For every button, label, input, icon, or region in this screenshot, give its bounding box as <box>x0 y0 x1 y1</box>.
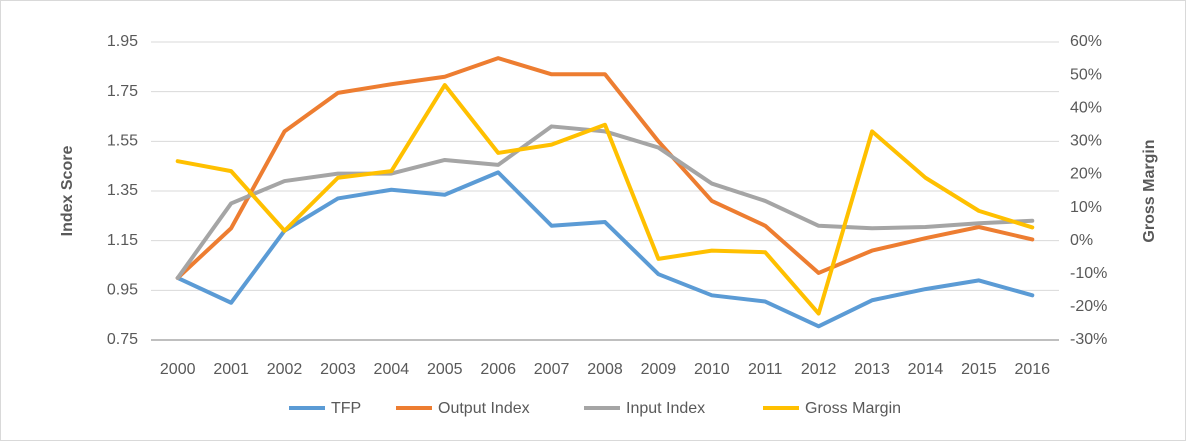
legend-label: Gross Margin <box>805 400 901 417</box>
y-tick-label: 1.75 <box>107 83 138 100</box>
y2-tick-label: -10% <box>1070 265 1107 282</box>
x-tick-label: 2006 <box>480 361 516 378</box>
legend-label: Input Index <box>626 400 705 417</box>
y2-tick-label: 50% <box>1070 66 1102 83</box>
x-tick-label: 2002 <box>267 361 303 378</box>
y-tick-label: 1.15 <box>107 232 138 249</box>
x-tick-label: 2016 <box>1014 361 1050 378</box>
x-tick-label: 2014 <box>908 361 944 378</box>
x-tick-label: 2001 <box>213 361 249 378</box>
series-line <box>175 56 1035 280</box>
legend-label: Output Index <box>438 400 530 417</box>
x-tick-label: 2007 <box>534 361 570 378</box>
x-tick-label: 2011 <box>748 361 783 378</box>
x-tick-label: 2015 <box>961 361 997 378</box>
x-tick-label: 2004 <box>374 361 410 378</box>
x-tick-label: 2010 <box>694 361 730 378</box>
y-tick-label: 0.95 <box>107 282 138 299</box>
x-tick-label: 2003 <box>320 361 356 378</box>
x-tick-label: 2012 <box>801 361 837 378</box>
y2-axis-title: Gross Margin <box>1141 139 1158 242</box>
y2-tick-label: 60% <box>1070 33 1102 50</box>
y-tick-label: 1.95 <box>107 33 138 50</box>
x-tick-label: 2005 <box>427 361 463 378</box>
y2-tick-label: 40% <box>1070 99 1102 116</box>
y-tick-label: 1.35 <box>107 182 138 199</box>
x-tick-label: 2009 <box>641 361 677 378</box>
y2-tick-label: 0% <box>1070 232 1093 249</box>
y2-tick-label: -30% <box>1070 331 1107 348</box>
series-line <box>175 124 1035 280</box>
x-tick-label: 2008 <box>587 361 623 378</box>
y-axis-title: Index Score <box>59 146 76 237</box>
y2-tick-label: 20% <box>1070 166 1102 183</box>
x-tick-label: 2000 <box>160 361 196 378</box>
series-line <box>175 170 1035 329</box>
y2-tick-label: -20% <box>1070 298 1107 315</box>
series-line <box>175 83 1035 316</box>
y2-tick-label: 30% <box>1070 133 1102 150</box>
y-tick-label: 0.75 <box>107 331 138 348</box>
y-tick-label: 1.55 <box>107 133 138 150</box>
x-tick-label: 2013 <box>854 361 890 378</box>
legend-label: TFP <box>331 400 361 417</box>
y2-tick-label: 10% <box>1070 199 1102 216</box>
